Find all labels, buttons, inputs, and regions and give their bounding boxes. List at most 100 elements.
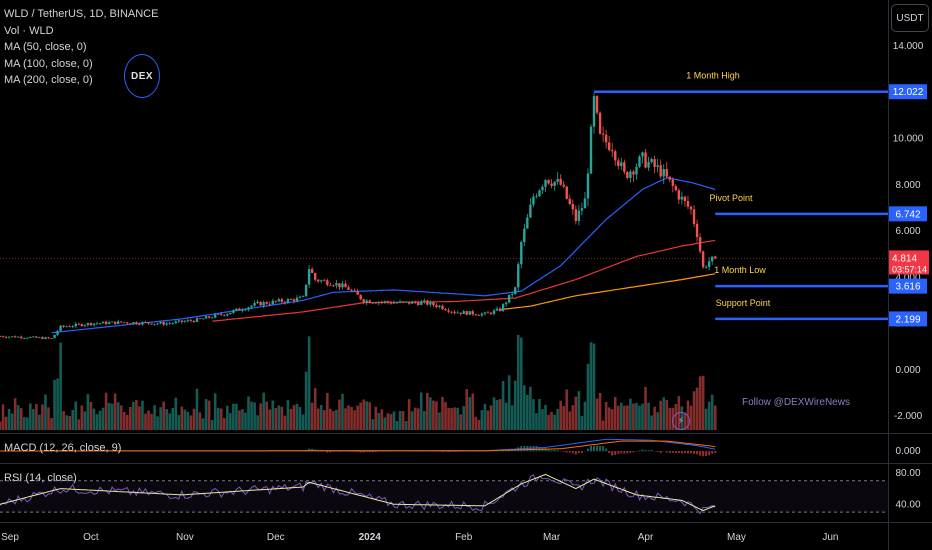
- volume-bar: [316, 408, 320, 430]
- candle: [523, 223, 526, 247]
- volume-bar: [616, 405, 620, 430]
- candle: [362, 298, 365, 304]
- volume-bar: [241, 409, 244, 430]
- candle: [680, 191, 684, 205]
- volume-bar: [162, 401, 165, 430]
- candle: [189, 318, 193, 323]
- candle: [1, 335, 5, 338]
- candles[interactable]: [0, 93, 717, 340]
- ma-line-100[interactable]: [212, 239, 716, 322]
- candle: [441, 304, 444, 311]
- volume-bar: [150, 413, 153, 430]
- candle: [577, 204, 581, 226]
- candle: [244, 308, 247, 311]
- candle: [377, 301, 381, 306]
- rsi-pane-label[interactable]: RSI (14, close): [4, 472, 77, 484]
- candle: [116, 319, 120, 325]
- lightning-icon[interactable]: ⚡: [672, 412, 690, 430]
- candle: [347, 285, 350, 291]
- volume-bar: [429, 397, 432, 430]
- candle: [171, 322, 174, 325]
- candle: [659, 159, 662, 179]
- volume-bar: [192, 408, 196, 430]
- candle: [26, 337, 29, 339]
- volume-bar: [692, 391, 696, 430]
- current-price-value: 4.814: [892, 253, 917, 264]
- candle: [210, 315, 214, 319]
- currency-button[interactable]: USDT: [891, 4, 929, 32]
- candle: [665, 161, 668, 179]
- ma200-indicator-label[interactable]: MA (200, close, 0): [4, 74, 93, 86]
- volume-bar: [7, 408, 11, 430]
- volume-bar: [583, 401, 587, 430]
- candle: [177, 319, 181, 324]
- volume-bar: [95, 414, 99, 430]
- candle: [583, 191, 587, 209]
- candle: [426, 299, 429, 306]
- volume-bar: [529, 386, 532, 430]
- volume-bar: [619, 402, 623, 430]
- candle: [607, 135, 611, 152]
- volume-bar: [623, 405, 626, 430]
- candle: [492, 309, 496, 316]
- volume-indicator-label[interactable]: Vol · WLD: [4, 24, 54, 37]
- candle: [598, 111, 602, 135]
- volume-bar: [322, 410, 326, 430]
- candle: [510, 291, 514, 298]
- price-tick-label: 8.000: [895, 180, 920, 191]
- candle: [56, 330, 59, 336]
- candle: [638, 154, 641, 168]
- candle: [207, 315, 211, 320]
- ma-line-50[interactable]: [51, 177, 716, 334]
- candle: [113, 321, 117, 325]
- candle: [326, 278, 329, 287]
- candle: [465, 310, 468, 316]
- candle: [86, 322, 90, 327]
- ma100-indicator-label[interactable]: MA (100, close, 0): [4, 57, 93, 70]
- volume-bar: [329, 408, 332, 430]
- candle: [253, 300, 256, 307]
- volume-bar: [435, 401, 438, 430]
- candle: [407, 301, 411, 305]
- volume-bar: [586, 363, 590, 430]
- candle: [614, 149, 617, 166]
- macd-pane-label[interactable]: MACD (12, 26, close, 9): [4, 442, 122, 454]
- candle: [38, 336, 41, 339]
- volume-bar: [35, 404, 38, 430]
- rsi-signal-line: [0, 473, 716, 512]
- candle: [604, 129, 608, 149]
- volume-bar: [513, 380, 517, 430]
- volume-bar: [592, 343, 596, 430]
- volume-bar: [165, 409, 168, 430]
- price-tick-label: 0.000: [895, 365, 920, 376]
- candle: [707, 257, 711, 271]
- volume-bar: [495, 399, 499, 430]
- candle: [332, 284, 335, 288]
- candle: [341, 280, 344, 290]
- candle: [23, 337, 26, 340]
- candle: [92, 323, 96, 327]
- ma50-indicator-label[interactable]: MA (50, close, 0): [4, 41, 87, 53]
- candle: [447, 307, 450, 314]
- candle: [683, 195, 687, 207]
- volume-bar: [462, 406, 465, 430]
- volume-bars: [0, 335, 717, 430]
- candle: [101, 321, 105, 324]
- symbol-title[interactable]: WLD / TetherUS, 1D, BINANCE: [4, 8, 159, 20]
- volume-bar: [201, 418, 205, 430]
- candle: [4, 335, 8, 339]
- ma-line-200[interactable]: [500, 273, 716, 311]
- volume-bar: [213, 393, 217, 430]
- volume-bar: [101, 407, 105, 430]
- volume-bar: [516, 335, 520, 430]
- volume-bar: [104, 392, 108, 430]
- candle: [568, 194, 571, 206]
- volume-bar: [398, 410, 402, 430]
- candle: [353, 288, 356, 292]
- volume-bar: [589, 342, 593, 430]
- candle: [359, 294, 362, 301]
- candle: [435, 303, 438, 309]
- volume-bar: [110, 403, 114, 430]
- volume-bar: [277, 405, 281, 430]
